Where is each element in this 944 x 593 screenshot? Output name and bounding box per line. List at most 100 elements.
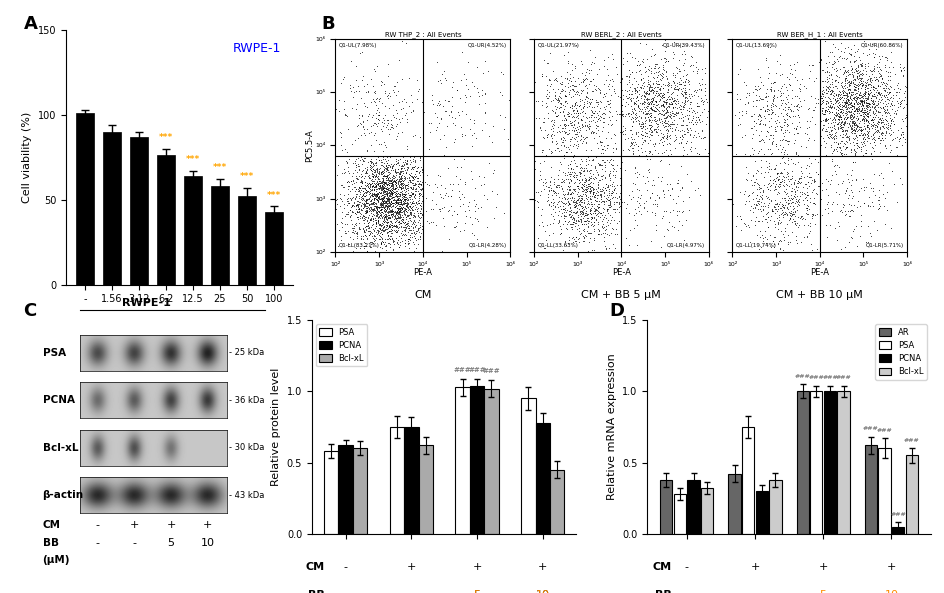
- Point: [366, 198, 381, 208]
- Point: [760, 164, 775, 174]
- Point: [533, 205, 548, 214]
- Point: [354, 212, 369, 221]
- Point: [811, 104, 826, 113]
- Point: [477, 107, 492, 117]
- Point: [586, 196, 601, 205]
- Point: [374, 98, 389, 107]
- Point: [383, 197, 398, 206]
- Point: [592, 184, 607, 193]
- Point: [631, 169, 646, 178]
- Point: [771, 50, 786, 59]
- Point: [364, 169, 379, 178]
- Point: [343, 205, 358, 214]
- Point: [371, 247, 386, 257]
- Point: [648, 97, 663, 107]
- Point: [643, 103, 658, 113]
- Point: [657, 98, 672, 108]
- Point: [652, 128, 667, 138]
- Point: [613, 114, 628, 123]
- Point: [788, 101, 803, 111]
- Point: [830, 140, 845, 149]
- Point: [858, 106, 873, 116]
- Point: [373, 202, 388, 212]
- Point: [748, 90, 763, 100]
- Point: [628, 116, 643, 126]
- Point: [590, 203, 605, 213]
- Point: [360, 87, 375, 96]
- Point: [399, 202, 414, 211]
- Point: [414, 213, 430, 222]
- Point: [579, 210, 594, 219]
- Point: [378, 206, 393, 216]
- Point: [536, 178, 551, 188]
- Point: [359, 79, 374, 89]
- Point: [363, 165, 379, 175]
- Point: [878, 116, 893, 126]
- Point: [860, 133, 875, 142]
- Point: [574, 60, 589, 69]
- Point: [851, 151, 867, 160]
- Point: [666, 222, 681, 231]
- Point: [811, 112, 826, 122]
- Point: [659, 135, 674, 144]
- Point: [582, 173, 597, 183]
- Point: [369, 194, 384, 203]
- Point: [378, 222, 393, 232]
- Point: [589, 151, 604, 161]
- Point: [632, 104, 647, 114]
- Point: [565, 72, 581, 82]
- Point: [818, 126, 833, 135]
- Point: [358, 180, 373, 189]
- Point: [811, 75, 826, 84]
- Point: [405, 151, 420, 161]
- Point: [641, 120, 656, 130]
- Point: [365, 199, 380, 208]
- Point: [649, 90, 665, 100]
- Point: [882, 151, 897, 161]
- Point: [380, 178, 396, 188]
- Point: [387, 177, 402, 186]
- Point: [733, 211, 748, 221]
- Point: [825, 103, 840, 112]
- Point: [403, 183, 418, 192]
- Point: [882, 87, 897, 97]
- Point: [856, 107, 871, 117]
- Point: [573, 130, 588, 139]
- Point: [795, 195, 810, 205]
- Point: [811, 109, 826, 119]
- Point: [845, 101, 860, 110]
- Point: [623, 79, 638, 88]
- Point: [643, 103, 658, 112]
- Point: [353, 247, 368, 257]
- Point: [600, 183, 615, 192]
- Point: [664, 222, 679, 231]
- Point: [635, 91, 650, 100]
- Point: [613, 184, 628, 193]
- Point: [905, 73, 920, 82]
- Point: [655, 102, 670, 111]
- Point: [383, 229, 398, 238]
- Point: [579, 165, 594, 175]
- Point: [775, 200, 790, 210]
- Point: [800, 136, 815, 145]
- Point: [857, 82, 872, 92]
- Point: [811, 72, 826, 82]
- Point: [760, 223, 775, 232]
- Point: [874, 180, 889, 190]
- Point: [780, 238, 795, 247]
- Point: [356, 228, 371, 237]
- Point: [592, 104, 607, 113]
- Point: [828, 107, 843, 117]
- Point: [849, 88, 864, 97]
- Point: [785, 209, 801, 219]
- Point: [760, 69, 775, 78]
- Point: [606, 85, 621, 94]
- Point: [382, 119, 397, 129]
- Point: [370, 212, 385, 222]
- Point: [862, 85, 877, 95]
- Point: [628, 99, 643, 109]
- Point: [828, 66, 843, 76]
- Point: [799, 123, 814, 133]
- Point: [328, 178, 343, 187]
- Point: [811, 84, 826, 93]
